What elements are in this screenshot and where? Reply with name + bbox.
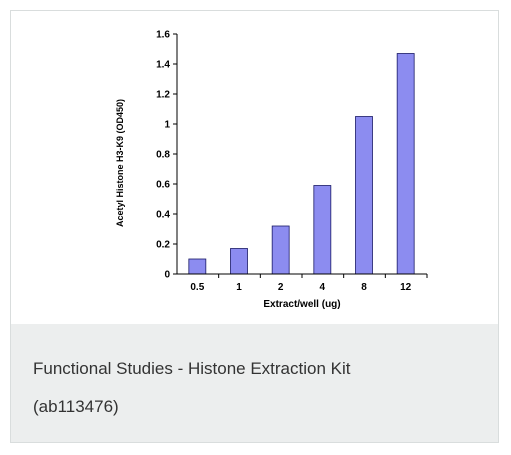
caption-code: (ab113476) <box>33 397 119 416</box>
bar-chart: Acetyl Histone H3-K9 (OD450) 00.20.40.60… <box>115 30 428 310</box>
bar-0.5 <box>188 258 207 275</box>
x-tick-label: 12 <box>400 282 412 293</box>
x-ticks: 0.5 1 2 4 8 12 <box>190 274 428 293</box>
x-tick-label: 4 <box>320 282 326 293</box>
bar-8 <box>355 116 373 275</box>
y-axis-label: Acetyl Histone H3-K9 (OD450) <box>115 99 125 227</box>
figure-card: Acetyl Histone H3-K9 (OD450) 0 0.2 0.4 0.6 0… <box>10 10 499 443</box>
y-ticks: 0 0.2 0.4 0.6 0.8 1 1.2 1.4 1.6 <box>156 30 177 281</box>
y-axis-label-group: Acetyl Histone H3-K9 (OD450) <box>115 99 125 227</box>
y-tick-label: 0 <box>164 270 170 281</box>
bar-1 <box>230 248 248 275</box>
bars <box>188 53 415 275</box>
y-tick-label: 0.6 <box>156 180 170 191</box>
chart-figure: Acetyl Histone H3-K9 (OD450) 0 0.2 0.4 0.6 0… <box>11 11 498 324</box>
x-tick-label: 0.5 <box>190 282 204 293</box>
y-tick-label: 0.2 <box>156 240 170 251</box>
y-tick-label: 1.6 <box>156 30 170 41</box>
y-tick-label: 1.4 <box>156 60 170 71</box>
bar-12 <box>396 53 415 275</box>
bar-2 <box>271 225 290 275</box>
y-tick-label: 1 <box>164 120 170 131</box>
x-tick-label: 2 <box>278 282 284 293</box>
y-tick-label: 0.8 <box>156 150 170 161</box>
figure-caption: Functional Studies - Histone Extraction … <box>11 324 498 442</box>
caption-title: Functional Studies - Histone Extraction … <box>33 359 351 378</box>
x-tick-label: 1 <box>236 282 242 293</box>
bar-4 <box>313 185 332 275</box>
x-tick-label: 8 <box>361 282 367 293</box>
y-tick-label: 1.2 <box>156 90 170 101</box>
y-tick-label: 0.4 <box>156 210 170 221</box>
x-axis-label: Extract/well (ug) <box>263 299 340 310</box>
